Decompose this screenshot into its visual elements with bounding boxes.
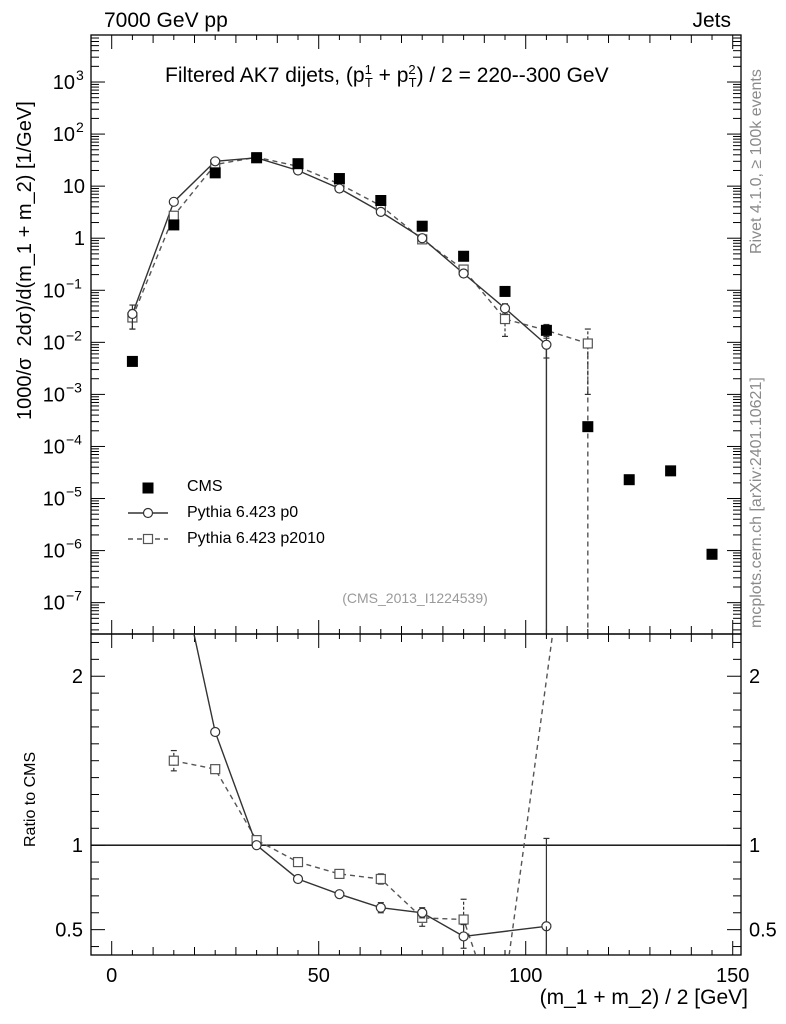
cms-data-point <box>209 167 221 179</box>
cms-data-point <box>706 548 718 560</box>
p2010-ratio-marker <box>168 755 179 766</box>
p2010-line <box>131 156 589 345</box>
p0-marker <box>127 308 138 320</box>
p0-ratio-marker <box>292 873 304 885</box>
p0-ratio-marker <box>251 840 262 851</box>
cms-data-point <box>292 158 304 170</box>
y-tick-label: 10 <box>43 593 65 615</box>
legend <box>128 482 168 545</box>
legend-label-cms: CMS <box>187 478 223 495</box>
p0-ratio-marker <box>375 902 386 913</box>
cms-data-point <box>582 421 594 433</box>
p0-ratio-marker <box>417 907 428 918</box>
p0-marker <box>375 206 386 218</box>
p0-marker <box>458 268 469 279</box>
y-tick-label: 10 <box>53 124 75 146</box>
p0-marker <box>541 339 552 350</box>
chart-title: Filtered AK7 dijets, (p1T + p2T) / 2 = 2… <box>165 62 609 91</box>
p2010-marker <box>582 338 593 349</box>
ratio-y-tick-label-right: 0.5 <box>749 920 777 942</box>
x-tick-label: 100 <box>509 965 542 987</box>
y-tick-exponent: −2 <box>66 327 82 343</box>
y-tick-exponent: 2 <box>76 119 84 135</box>
ratio-frame <box>90 633 742 956</box>
y-tick-label: 10 <box>43 541 65 563</box>
cms-data-point <box>416 220 428 232</box>
p2010-marker <box>499 313 511 325</box>
y-tick-label: 10 <box>43 384 65 406</box>
beam-energy-label: 7000 GeV pp <box>104 9 228 32</box>
cms-data-point <box>251 152 263 164</box>
ratio-panel: 0 50 100 150 0.5 0.5 1 1 2 2 <box>55 633 777 987</box>
p0-marker <box>210 156 221 167</box>
p2010-ratio-marker <box>292 856 304 868</box>
y-tick-exponent: 3 <box>76 67 84 83</box>
analysis-id-label: (CMS_2013_I1224539) <box>342 590 488 606</box>
y-tick-exponent: −1 <box>66 275 82 291</box>
cms-data-point <box>126 355 138 367</box>
ratio-y-tick-label: 0.5 <box>55 920 83 942</box>
ratio-y-tick-label-right: 2 <box>749 666 760 688</box>
p0-ratio-marker <box>334 889 345 900</box>
legend-label-p2010: Pythia 6.423 p2010 <box>187 530 325 547</box>
y-tick-exponent: −3 <box>66 379 82 395</box>
cms-data-point <box>458 250 470 262</box>
p2010-ratio-line <box>173 760 477 955</box>
y-tick-label: 10 <box>43 436 65 458</box>
y-tick-label: 10 <box>43 280 65 302</box>
ratio-y-tick-label-right: 1 <box>749 835 760 857</box>
p0-marker <box>499 303 511 314</box>
ratio-y-axis-label: Ratio to CMS <box>22 751 39 847</box>
main-series-group <box>126 152 718 634</box>
cms-data-point <box>375 195 387 207</box>
cms-data-point <box>623 474 635 486</box>
x-tick-label: 150 <box>716 965 749 987</box>
p2010-marker <box>168 210 179 221</box>
y-tick-exponent: −6 <box>66 536 82 552</box>
p0-marker <box>334 183 345 194</box>
y-tick-exponent: −5 <box>66 484 82 500</box>
rivet-version-label: Rivet 4.1.0, ≥ 100k events <box>748 69 765 254</box>
x-tick-label: 0 <box>106 965 117 987</box>
process-label: Jets <box>692 9 731 32</box>
x-tick-label: 50 <box>308 965 330 987</box>
p0-ratio-marker <box>210 726 221 738</box>
y-tick-label: 10 <box>63 176 85 198</box>
cms-data-point <box>665 465 677 477</box>
ratio-y-tick-label: 2 <box>72 666 83 688</box>
legend-marker-p2010 <box>142 533 154 545</box>
cms-data-point <box>499 285 511 297</box>
p2010-ratio-marker <box>334 868 345 880</box>
ratio-y-tick-label: 1 <box>72 835 83 857</box>
p2010-ratio-marker <box>375 873 386 885</box>
legend-label-p0: Pythia 6.423 p0 <box>187 504 299 521</box>
p2010-ratio-marker <box>210 764 221 775</box>
p0-ratio-marker <box>458 931 469 942</box>
y-tick-label: 10 <box>43 332 65 354</box>
y-tick-exponent: −4 <box>66 431 82 447</box>
legend-marker-p0 <box>142 507 154 519</box>
cms-data-point <box>333 173 345 185</box>
p2010-ratio-marker <box>458 914 469 925</box>
y-tick-label: 10 <box>53 72 75 94</box>
cms-data-point <box>168 219 180 231</box>
y-tick-label: 10 <box>43 489 65 511</box>
x-axis-label: (m_1 + m_2) / 2 [GeV] <box>539 986 748 1009</box>
main-y-axis-label: 1000/σ 2dσ)/d(m_1 + m_2) [1/GeV] <box>14 101 36 420</box>
y-tick-label: 1 <box>74 228 85 250</box>
p0-marker <box>168 196 179 207</box>
y-tick-exponent: −7 <box>66 588 82 604</box>
p0-marker <box>417 233 428 244</box>
legend-marker-cms <box>142 482 154 494</box>
ratio-series-group <box>168 634 554 955</box>
cms-data-point <box>540 324 552 336</box>
